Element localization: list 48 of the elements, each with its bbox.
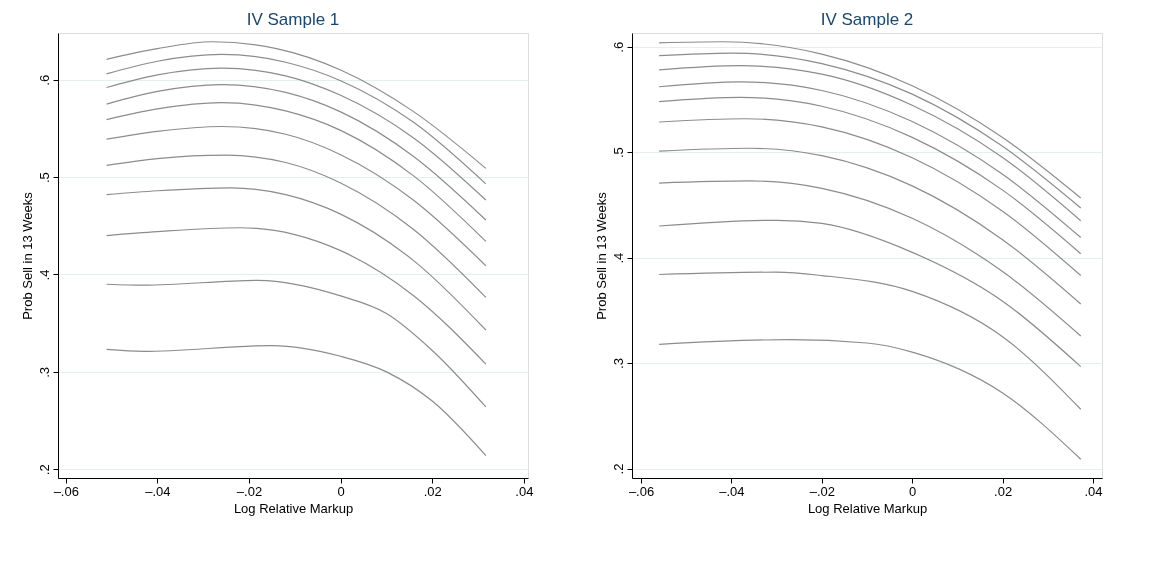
line-series bbox=[105, 279, 487, 408]
y-tick-label: .6 bbox=[610, 41, 626, 53]
x-axis-title: Log Relative Markup bbox=[233, 500, 354, 516]
x-tick-label: .02 bbox=[423, 483, 442, 499]
x-tick-label: –.06 bbox=[53, 483, 79, 499]
x-tick-label: 0 bbox=[337, 483, 345, 499]
y-tick-label: .2 bbox=[610, 463, 626, 475]
y-axis-title: Prob Sell in 13 Weeks bbox=[593, 191, 609, 320]
line-series bbox=[658, 271, 1082, 410]
x-axis-title: Log Relative Markup bbox=[807, 500, 928, 516]
line-series bbox=[105, 84, 487, 221]
line-series bbox=[658, 219, 1082, 368]
x-tick-label: –.04 bbox=[719, 483, 745, 499]
line-series bbox=[658, 118, 1082, 277]
chart-title: IV Sample 1 bbox=[246, 10, 340, 29]
x-tick-label: –.02 bbox=[809, 483, 835, 499]
x-tick-label: 0 bbox=[909, 483, 917, 499]
y-tick-label: .2 bbox=[36, 464, 52, 476]
line-series bbox=[658, 81, 1082, 239]
line-series bbox=[105, 154, 487, 298]
y-tick-label: .3 bbox=[36, 366, 52, 378]
line-series bbox=[105, 187, 487, 331]
line-series bbox=[105, 67, 487, 201]
y-axis-title: Prob Sell in 13 Weeks bbox=[19, 191, 35, 320]
y-tick-label: .4 bbox=[610, 252, 626, 264]
line-series bbox=[658, 339, 1082, 460]
x-tick-label: .02 bbox=[994, 483, 1013, 499]
chart-title: IV Sample 2 bbox=[820, 10, 914, 29]
y-tick-label: .5 bbox=[36, 172, 52, 184]
line-series bbox=[658, 96, 1082, 255]
line-series bbox=[658, 147, 1082, 305]
line-series bbox=[658, 180, 1082, 337]
y-tick-label: .6 bbox=[36, 74, 52, 86]
y-tick-label: .5 bbox=[610, 147, 626, 159]
x-tick-label: –.06 bbox=[628, 483, 655, 499]
line-series bbox=[105, 102, 487, 242]
y-tick-label: .4 bbox=[36, 269, 52, 281]
line-series bbox=[105, 41, 487, 169]
line-series bbox=[105, 125, 487, 267]
x-tick-label: .04 bbox=[1084, 483, 1103, 499]
line-series bbox=[105, 344, 487, 457]
line-series bbox=[658, 65, 1082, 222]
x-tick-label: –.04 bbox=[145, 483, 171, 499]
x-tick-label: .04 bbox=[515, 483, 534, 499]
line-series bbox=[105, 53, 487, 185]
line-series bbox=[105, 227, 487, 365]
y-tick-label: .3 bbox=[610, 358, 626, 369]
x-tick-label: –.02 bbox=[236, 483, 263, 499]
